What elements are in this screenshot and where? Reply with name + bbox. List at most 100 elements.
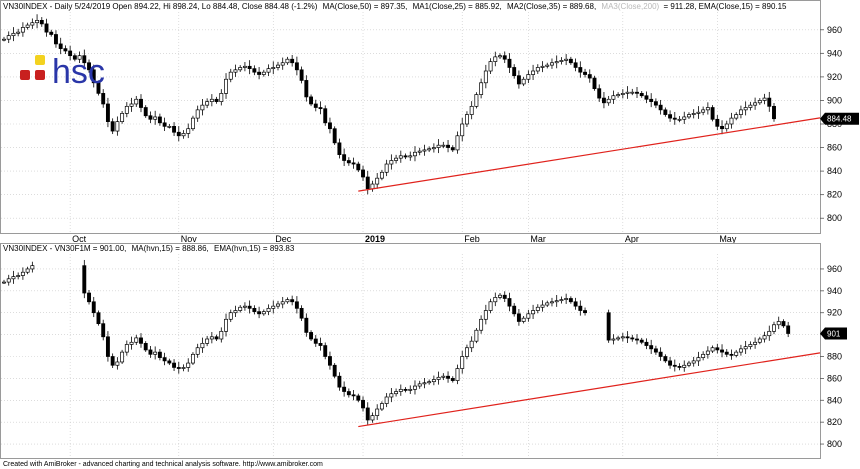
candle-body [261,311,266,315]
candle-body [743,346,748,350]
candle-body [535,306,540,311]
candle-body [276,303,280,307]
bottom-pane[interactable]: 800820840860880900920940960 901 VN30INDE… [0,243,848,459]
candle-body [559,60,564,62]
top-pane-ema15: = 911.28, EMA(Close,15) = 890.15 [663,2,787,11]
logo-text: hsc [52,53,105,91]
candle-body [516,75,521,85]
candle-body [238,67,243,71]
logo-square-red-left [20,70,30,80]
candle-body [346,391,351,396]
candle-body [427,381,432,384]
x-axis-labels: Oct Nov Dec 2019 Feb Mar Apr May [72,234,737,244]
candle-body [535,67,540,72]
candle-body [649,345,654,350]
top-pane[interactable]: 800820840860880900920940960 884.48 OctNo… [0,0,860,245]
candle-body [120,351,125,363]
candle-body [573,62,578,68]
bottom-pane-header: VN30INDEX - VN30F1M = 901.00, MA(hvn,15)… [3,244,295,253]
candle-body [35,20,40,24]
candle-body [734,114,739,119]
candle-body [431,379,436,383]
x-tick-label: Nov [181,234,198,244]
candle-body [247,305,252,309]
candle-body [446,375,450,379]
candle-body [58,43,63,49]
candle-body [337,142,342,155]
candle-body [356,163,361,171]
candle-body [668,360,673,366]
candle-body [162,357,167,362]
candle-body [441,144,446,147]
top-last-value-text: 884.48 [827,115,852,124]
candle-body [672,364,677,367]
candle-body [436,144,441,148]
candle-body [6,35,11,40]
candle-body [583,71,587,75]
y-tick-label: 860 [827,373,842,383]
bottom-pane-trendline [358,352,821,428]
candle-body [639,93,644,97]
candle-body [87,62,91,71]
y-tick-label: 920 [827,308,842,318]
candle-body [668,114,673,119]
candle-body [705,350,710,355]
candle-body [705,107,710,111]
bottom-pane-title: VN30INDEX - VN30F1M = 901.00, [3,244,126,253]
candle-body [181,133,186,137]
candle-body [734,351,739,356]
candle-body [148,115,153,120]
candle-body [285,58,290,64]
candle-body [186,128,191,134]
candle-body [521,317,526,322]
candle-body [469,340,474,349]
candle-body [332,364,337,377]
candle-body [143,107,148,117]
candle-body [564,58,569,61]
candle-body [191,117,195,130]
candle-body [63,48,68,52]
bottom-pane-candles [2,259,791,426]
candle-body [157,351,162,358]
y-tick-label: 920 [827,72,842,82]
candle-body [110,121,115,132]
candle-body [611,95,616,100]
candle-body [720,126,724,130]
candle-body [701,109,706,113]
candle-body [422,149,427,152]
candle-body [559,299,564,302]
candle-body [105,336,110,357]
candle-body [247,65,252,69]
candle-body [313,338,318,344]
y-tick-label: 960 [827,25,842,35]
candle-body [663,356,668,362]
candle-body [91,301,96,314]
candle-body [578,305,583,311]
candle-body [30,22,35,26]
candle-body [157,116,162,124]
candle-body [422,382,427,385]
candle-body [134,98,139,105]
candle-body [39,20,44,25]
candle-body [540,65,545,68]
y-tick-label: 800 [827,213,842,223]
candle-body [767,330,772,337]
x-tick-label: Oct [72,234,87,244]
candle-body [398,155,403,159]
candle-body [304,80,309,98]
candle-body [460,123,465,137]
candle-body [328,122,332,130]
candle-body [512,67,517,77]
candle-body [186,362,191,368]
candle-body [82,265,87,294]
candle-body [115,121,120,132]
candle-body [361,399,365,409]
candle-body [238,306,243,311]
top-last-value-badge-shape [820,112,859,125]
candle-body [233,310,238,314]
candle-body [772,105,776,120]
candle-body [276,64,280,68]
x-tick-label: Apr [625,234,639,244]
candle-body [554,300,559,303]
y-tick-label: 820 [827,190,842,200]
